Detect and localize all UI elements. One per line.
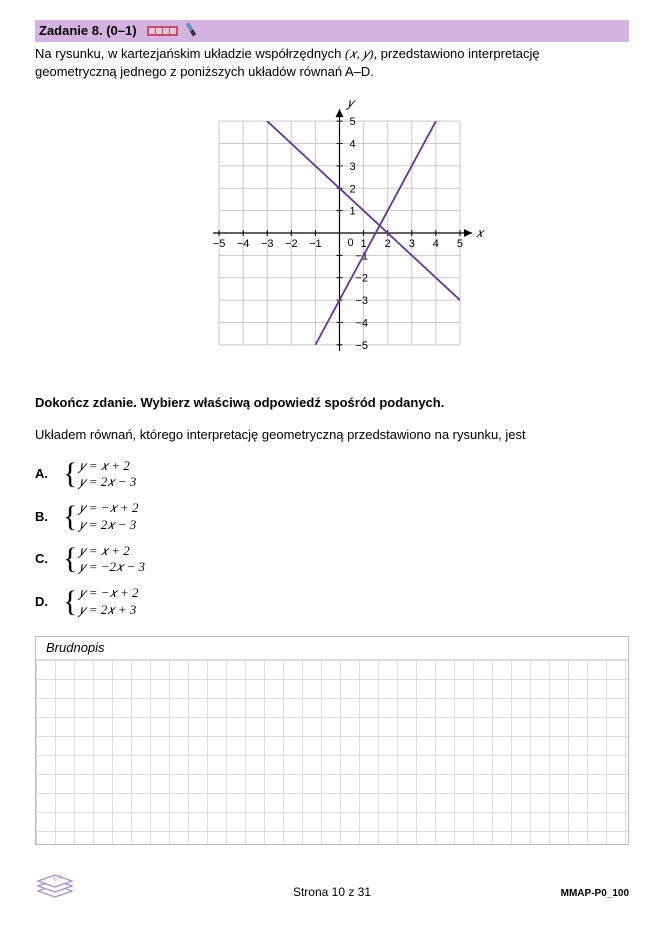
- eq1: 𝑦 = −𝑥 + 2: [79, 585, 138, 601]
- document-code: MMAP-P0_100: [561, 887, 629, 901]
- svg-text:4: 4: [433, 238, 439, 250]
- coordinate-chart: −5−4−3−2−112345−5−4−3−2−1123450𝑥𝑦: [172, 96, 492, 376]
- svg-text:−5: −5: [213, 238, 226, 250]
- scratch-area: Brudnopis: [35, 636, 629, 845]
- chart-container: −5−4−3−2−112345−5−4−3−2−1123450𝑥𝑦: [35, 96, 629, 376]
- svg-text:−2: −2: [356, 272, 369, 284]
- svg-text:−3: −3: [356, 295, 369, 307]
- equation-system: {𝑦 = 𝑥 + 2𝑦 = 2𝑥 − 3: [63, 458, 136, 491]
- eq2: 𝑦 = −2𝑥 − 3: [79, 559, 145, 575]
- task-header: Zadanie 8. (0–1): [35, 20, 629, 42]
- equation-system: {𝑦 = −𝑥 + 2𝑦 = 2𝑥 − 3: [63, 500, 139, 533]
- eq1: 𝑦 = 𝑥 + 2: [79, 458, 136, 474]
- svg-text:2: 2: [385, 238, 391, 250]
- svg-text:𝑦: 𝑦: [346, 96, 357, 110]
- svg-text:5: 5: [350, 116, 356, 128]
- task-number: Zadanie 8. (0–1): [39, 22, 137, 40]
- subtext: Układem równań, którego interpretację ge…: [35, 426, 629, 444]
- eq1: 𝑦 = −𝑥 + 2: [79, 500, 138, 516]
- eq1: 𝑦 = 𝑥 + 2: [79, 543, 145, 559]
- equation-system: {𝑦 = −𝑥 + 2𝑦 = 2𝑥 + 3: [63, 585, 139, 618]
- svg-text:3: 3: [409, 238, 415, 250]
- answer-list: A. {𝑦 = 𝑥 + 2𝑦 = 2𝑥 − 3 B. {𝑦 = −𝑥 + 2𝑦 = 2…: [35, 458, 629, 618]
- svg-text:3: 3: [350, 160, 356, 172]
- svg-text:1: 1: [361, 238, 367, 250]
- instruction-text: Dokończ zdanie. Wybierz właściwą odpowie…: [35, 394, 629, 412]
- selection-dots-icon: [147, 26, 178, 36]
- scratch-label: Brudnopis: [36, 637, 628, 659]
- svg-text:−4: −4: [237, 238, 250, 250]
- answer-label: C.: [35, 550, 53, 568]
- svg-text:−5: −5: [356, 339, 369, 351]
- equation-system: {𝑦 = 𝑥 + 2𝑦 = −2𝑥 − 3: [63, 543, 145, 576]
- answer-label: D.: [35, 593, 53, 611]
- intro-post: , przedstawiono interpretację: [373, 46, 539, 61]
- pen-icon: [179, 19, 204, 44]
- intro-line2: geometryczną jednego z poniższych układó…: [35, 64, 374, 79]
- svg-text:1: 1: [350, 205, 356, 217]
- svg-text:4: 4: [350, 138, 356, 150]
- answer-option[interactable]: D. {𝑦 = −𝑥 + 2𝑦 = 2𝑥 + 3: [35, 585, 629, 618]
- svg-text:2: 2: [350, 183, 356, 195]
- svg-text:0: 0: [348, 237, 354, 249]
- task-intro: Na rysunku, w kartezjańskim układzie wsp…: [35, 45, 629, 81]
- answer-label: B.: [35, 508, 53, 526]
- svg-text:5: 5: [457, 238, 463, 250]
- svg-text:−4: −4: [356, 317, 369, 329]
- answer-label: A.: [35, 465, 53, 483]
- intro-pre: Na rysunku, w kartezjańskim układzie wsp…: [35, 46, 345, 61]
- eq2: 𝑦 = 2𝑥 − 3: [79, 474, 136, 490]
- eq2: 𝑦 = 2𝑥 + 3: [79, 602, 138, 618]
- answer-option[interactable]: A. {𝑦 = 𝑥 + 2𝑦 = 2𝑥 − 3: [35, 458, 629, 491]
- svg-text:−3: −3: [261, 238, 274, 250]
- svg-text:𝑥: 𝑥: [476, 225, 486, 240]
- page-footer: EN Strona 10 z 31 MMAP-P0_100: [35, 865, 629, 901]
- intro-coords: (𝑥, 𝑦): [345, 46, 373, 61]
- header-icons: [147, 22, 201, 40]
- svg-text:−1: −1: [309, 238, 322, 250]
- book-stack-icon: EN: [35, 869, 75, 901]
- eq2: 𝑦 = 2𝑥 − 3: [79, 517, 138, 533]
- svg-text:−2: −2: [285, 238, 298, 250]
- answer-option[interactable]: C. {𝑦 = 𝑥 + 2𝑦 = −2𝑥 − 3: [35, 543, 629, 576]
- page-number: Strona 10 z 31: [293, 884, 371, 901]
- scratch-grid: [36, 659, 628, 844]
- answer-option[interactable]: B. {𝑦 = −𝑥 + 2𝑦 = 2𝑥 − 3: [35, 500, 629, 533]
